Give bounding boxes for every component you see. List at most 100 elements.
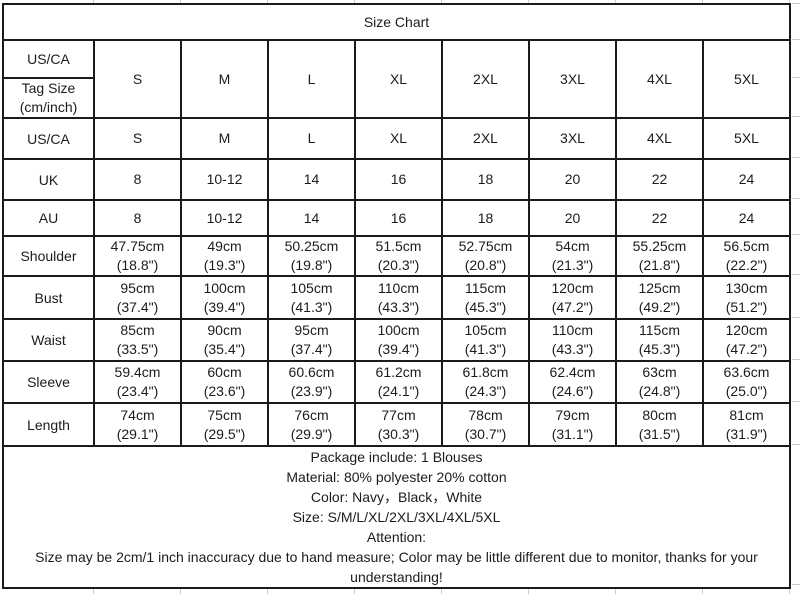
size-cell: 78cm (30.7"): [441, 402, 530, 447]
size-cell: 50.25cm (19.8"): [267, 235, 356, 277]
size-cell: 8: [93, 199, 182, 237]
size-column-header-m: M: [180, 39, 269, 119]
size-cell: 18: [441, 158, 530, 201]
table-row-length: Length 74cm (29.1") 75cm (29.5") 76cm (29.9…: [2, 402, 791, 447]
size-cell: 2XL: [441, 117, 530, 160]
size-cell: 115cm (45.3"): [615, 318, 704, 362]
size-cell: 63cm (24.8"): [615, 360, 704, 404]
spreadsheet-gridline: [792, 359, 800, 360]
table-row-au: AU 8 10-12 14 16 18 20 22 24: [2, 199, 791, 237]
size-cell: L: [267, 117, 356, 160]
size-cell: XL: [354, 117, 443, 160]
size-cell: 85cm (33.5"): [93, 318, 182, 362]
size-column-header-2xl: 2XL: [441, 39, 530, 119]
spreadsheet-gridline: [792, 317, 800, 318]
row-label-uk: UK: [2, 158, 95, 201]
table-row-shoulder: Shoulder 47.75cm (18.8") 49cm (19.3") 50.25…: [2, 235, 791, 277]
note-line: Size may be 2cm/1 inch inaccuracy due to…: [35, 549, 758, 585]
spreadsheet-gridline: [792, 584, 800, 585]
size-cell: 105cm (41.3"): [267, 275, 356, 320]
size-cell: 52.75cm (20.8"): [441, 235, 530, 277]
row-label-length: Length: [2, 402, 95, 447]
size-cell: 18: [441, 199, 530, 237]
size-cell: 61.8cm (24.3"): [441, 360, 530, 404]
spreadsheet-gridlines-right: [792, 0, 800, 594]
row-label-waist: Waist: [2, 318, 95, 362]
size-column-header-4xl: 4XL: [615, 39, 704, 119]
size-cell: 110cm (43.3"): [354, 275, 443, 320]
size-cell: 20: [528, 158, 617, 201]
size-column-header-xl: XL: [354, 39, 443, 119]
size-cell: 24: [702, 158, 791, 201]
size-cell: 20: [528, 199, 617, 237]
table-row-sleeve: Sleeve 59.4cm (23.4") 60cm (23.6") 60.6cm (…: [2, 360, 791, 404]
size-cell: 120cm (47.2"): [702, 318, 791, 362]
size-cell: 47.75cm (18.8"): [93, 235, 182, 277]
size-cell: 5XL: [702, 117, 791, 160]
spreadsheet-gridline: [792, 444, 800, 445]
size-cell: 3XL: [528, 117, 617, 160]
size-cell: 49cm (19.3"): [180, 235, 269, 277]
size-cell: 100cm (39.4"): [180, 275, 269, 320]
size-cell: 125cm (49.2"): [615, 275, 704, 320]
spreadsheet-gridline: [792, 3, 800, 4]
spreadsheet-gridline: [792, 116, 800, 117]
corner-tag-size-label: Tag Size (cm/inch): [2, 77, 95, 119]
size-cell: 130cm (51.2"): [702, 275, 791, 320]
size-cell: 75cm (29.5"): [180, 402, 269, 447]
size-cell: 77cm (30.3"): [354, 402, 443, 447]
size-cell: 110cm (43.3"): [528, 318, 617, 362]
spreadsheet-gridline: [792, 401, 800, 402]
size-cell: 59.4cm (23.4"): [93, 360, 182, 404]
size-cell: S: [93, 117, 182, 160]
size-cell: 105cm (41.3"): [441, 318, 530, 362]
size-column-header-3xl: 3XL: [528, 39, 617, 119]
table-row-us-ca: US/CA S M L XL 2XL 3XL 4XL 5XL: [2, 117, 791, 160]
spreadsheet-gridline: [792, 39, 800, 40]
spreadsheet-gridline: [792, 77, 800, 78]
size-cell: 54cm (21.3"): [528, 235, 617, 277]
size-chart-title: Size Chart: [2, 3, 791, 41]
size-cell: 14: [267, 158, 356, 201]
size-cell: 4XL: [615, 117, 704, 160]
table-row-bust: Bust 95cm (37.4") 100cm (39.4") 105cm (41.3…: [2, 275, 791, 320]
table-row-uk: UK 8 10-12 14 16 18 20 22 24: [2, 158, 791, 201]
spreadsheet-gridline: [792, 157, 800, 158]
size-cell: 81cm (31.9"): [702, 402, 791, 447]
spreadsheet-gridline: [792, 234, 800, 235]
table-row-waist: Waist 85cm (33.5") 90cm (35.4") 95cm (37.4"…: [2, 318, 791, 362]
note-line: Package include: 1 Blouses: [310, 449, 483, 465]
row-label-sleeve: Sleeve: [2, 360, 95, 404]
size-cell: 60.6cm (23.9"): [267, 360, 356, 404]
size-cell: 10-12: [180, 199, 269, 237]
size-cell: 79cm (31.1"): [528, 402, 617, 447]
note-line: Color: Navy，Black，White: [310, 489, 483, 505]
size-cell: 63.6cm (25.0"): [702, 360, 791, 404]
note-line: Size: S/M/L/XL/2XL/3XL/4XL/5XL: [292, 509, 501, 525]
size-chart-table: Size Chart US/CA S M L XL 2XL 3XL 4XL 5XL Tag Size…: [2, 3, 791, 589]
size-cell: 22: [615, 158, 704, 201]
size-cell: 62.4cm (24.6"): [528, 360, 617, 404]
size-cell: 16: [354, 199, 443, 237]
size-column-header-s: S: [93, 39, 182, 119]
size-cell: 56.5cm (22.2"): [702, 235, 791, 277]
row-label-au: AU: [2, 199, 95, 237]
note-line: Material: 80% polyester 20% cotton: [286, 469, 507, 485]
size-cell: 95cm (37.4"): [93, 275, 182, 320]
size-cell: 60cm (23.6"): [180, 360, 269, 404]
size-cell: 90cm (35.4"): [180, 318, 269, 362]
size-cell: 115cm (45.3"): [441, 275, 530, 320]
size-column-header-l: L: [267, 39, 356, 119]
size-cell: 80cm (31.5"): [615, 402, 704, 447]
size-cell: 120cm (47.2"): [528, 275, 617, 320]
spreadsheet-gridline: [792, 198, 800, 199]
spreadsheet-gridline: [792, 274, 800, 275]
size-cell: 24: [702, 199, 791, 237]
corner-us-ca-label: US/CA: [2, 39, 95, 79]
size-cell: 95cm (37.4"): [267, 318, 356, 362]
size-cell: 51.5cm (20.3"): [354, 235, 443, 277]
size-cell: M: [180, 117, 269, 160]
row-label-shoulder: Shoulder: [2, 235, 95, 277]
size-cell: 55.25cm (21.8"): [615, 235, 704, 277]
